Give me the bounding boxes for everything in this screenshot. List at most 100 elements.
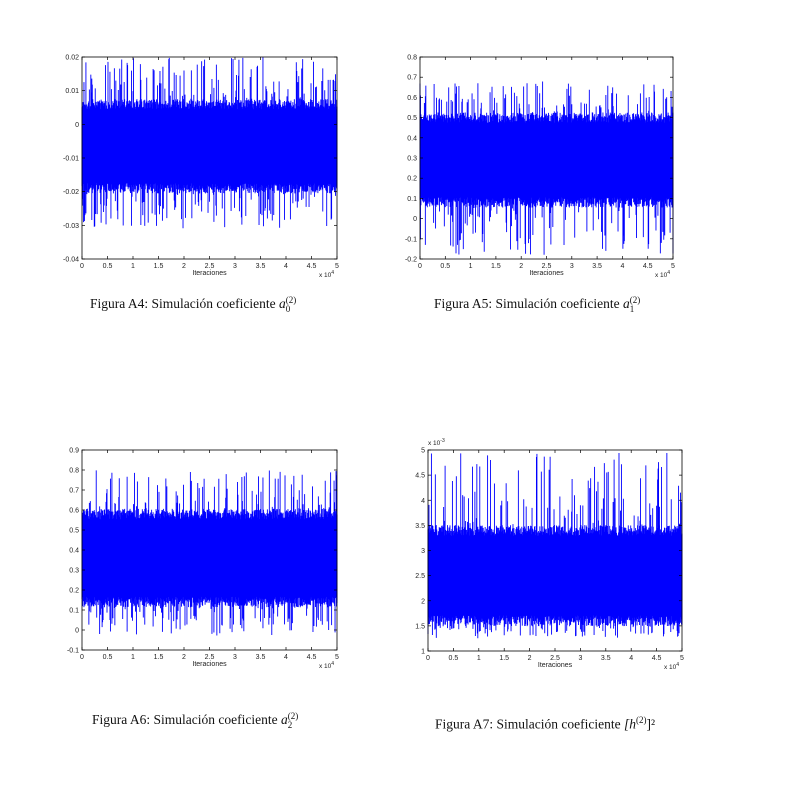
y-tick-label: 0.5: [69, 528, 79, 535]
y-tick-label: 3.5: [415, 523, 425, 530]
x-tick-label: 0: [418, 263, 422, 270]
y-tick-label: -0.1: [405, 236, 417, 243]
caption-sup: (2): [635, 715, 647, 725]
caption-sup: (2): [629, 295, 641, 305]
x-tick-label: 4: [620, 263, 624, 270]
x-tick-label: 2.5: [205, 654, 215, 661]
y-tick-label: 0.3: [407, 156, 417, 163]
x-tick-label: 3: [570, 263, 574, 270]
y-tick-label: 0.9: [69, 448, 79, 455]
x-multiplier: x 104: [319, 270, 334, 279]
x-tick-label: 5: [680, 655, 684, 662]
x-multiplier: x 104: [655, 270, 670, 279]
y-tick-label: 0.1: [407, 196, 417, 203]
y-tick-label: -0.01: [63, 156, 79, 163]
y-tick-label: 0: [75, 628, 79, 635]
x-multiplier: x 104: [319, 661, 334, 670]
chart-a6: 0 0.5 1 1.5 2 2.5 3 3.5 4 4.5 5-0.100.10.20.30.40.…: [67, 448, 339, 671]
y-tick-label: 0.02: [65, 55, 79, 62]
x-tick-label: 0: [80, 263, 84, 270]
y-tick-label: 0.01: [65, 88, 79, 95]
y-tick-label: -0.03: [63, 223, 79, 230]
x-tick-label: 3.5: [601, 655, 611, 662]
x-tick-label: 5: [335, 654, 339, 661]
x-axis-label: Iteraciones: [529, 270, 564, 277]
caption-a5: Figura A5: Simulación coeficiente a (2) 1: [434, 296, 640, 314]
series-line: [427, 452, 683, 639]
x-tick-label: 2.5: [542, 263, 552, 270]
chart-a5: 0 0.5 1 1.5 2 2.5 3 3.5 4 4.5 5 -0.2 -0.1 0 0.1 0.2 0.3 0…: [405, 55, 675, 280]
x-tick-label: 3: [578, 655, 582, 662]
caption-symbol: a: [622, 296, 630, 312]
x-tick-label: 3: [233, 263, 237, 270]
chart-a4: 0 0.5 1 1.5 2 2.5 3 3.5 4 4.5 5 -0.04 -0.03 -0.02 -0.0…: [63, 55, 339, 280]
caption-symbol: [h: [623, 716, 636, 732]
caption-sup: (2): [285, 295, 297, 305]
y-tick-label: 0.4: [407, 135, 417, 142]
x-tick-label: 3: [233, 654, 237, 661]
caption-sub: 2: [287, 720, 293, 730]
x-tick-label: 0: [80, 654, 84, 661]
y-tick-label: 5: [421, 448, 425, 455]
x-tick-label: 5: [335, 263, 339, 270]
x-tick-label: 4.5: [307, 654, 317, 661]
x-tick-label: 4.5: [643, 263, 653, 270]
x-tick-label: 2: [528, 655, 532, 662]
x-tick-label: 5: [671, 263, 675, 270]
y-tick-label: 0.2: [407, 176, 417, 183]
x-tick-label: 2: [182, 654, 186, 661]
y-tick-label: 1: [421, 649, 425, 656]
caption-a4: Figura A4: Simulación coeficiente a (2) 0: [90, 296, 296, 314]
x-tick-label: 4: [629, 655, 633, 662]
x-tick-label: 2.5: [550, 655, 560, 662]
y-tick-label: 0.8: [69, 468, 79, 475]
caption-prefix: Figura A6: Simulación coeficiente: [92, 712, 281, 728]
x-tick-label: 1.5: [499, 655, 509, 662]
y-tick-label: 0: [75, 122, 79, 129]
caption-prefix: Figura A5: Simulación coeficiente: [434, 296, 623, 312]
caption-symbol: a: [278, 296, 286, 312]
y-tick-label: 0.7: [69, 488, 79, 495]
caption-suffix: ]²: [646, 716, 656, 732]
y-tick-label: 0.7: [407, 75, 417, 82]
caption-prefix: Figura A4: Simulación coeficiente: [90, 296, 279, 312]
series-line: [81, 57, 338, 229]
x-tick-label: 4.5: [307, 263, 317, 270]
x-tick-label: 1: [477, 655, 481, 662]
x-tick-label: 2.5: [205, 263, 215, 270]
y-tick-label: 0.6: [407, 95, 417, 102]
y-tick-label: 0.4: [69, 548, 79, 555]
x-tick-label: 0: [426, 655, 430, 662]
x-tick-label: 0.5: [440, 263, 450, 270]
x-tick-label: 1: [469, 263, 473, 270]
y-tick-label: -0.2: [405, 257, 417, 264]
x-tick-label: 3.5: [256, 263, 266, 270]
caption-sup: (2): [287, 711, 299, 721]
x-multiplier: x 104: [664, 662, 679, 671]
caption-symbol: a: [280, 712, 288, 728]
x-tick-label: 1: [131, 263, 135, 270]
y-tick-label: 0.3: [69, 568, 79, 575]
y-tick-label: 1.5: [415, 623, 425, 630]
x-axis-label: Iteraciones: [538, 662, 573, 669]
x-tick-label: 2: [519, 263, 523, 270]
x-tick-label: 1.5: [491, 263, 501, 270]
y-tick-label: 0: [413, 216, 417, 223]
x-tick-label: 3.5: [256, 654, 266, 661]
x-tick-label: 0.5: [449, 655, 459, 662]
caption-prefix: Figura A7: Simulación coeficiente: [435, 716, 624, 732]
series-line: [419, 81, 674, 255]
x-tick-label: 1.5: [154, 654, 164, 661]
caption-sub: 1: [629, 304, 635, 314]
x-axis-label: Iteraciones: [192, 270, 227, 277]
x-tick-label: 1: [131, 654, 135, 661]
x-tick-label: 0.5: [103, 263, 113, 270]
y-tick-label: 0.6: [69, 508, 79, 515]
x-tick-label: 4: [284, 654, 288, 661]
x-tick-label: 3.5: [592, 263, 602, 270]
chart-a7: 0 0.5 1 1.5 2 2.5 3 3.5 4 4.5 5 1 1.5 2 2.5 3 3.5 4 4.5 5 It…: [415, 438, 684, 671]
y-tick-label: 0.2: [69, 588, 79, 595]
y-tick-label: 2.5: [415, 573, 425, 580]
x-tick-label: 0.5: [103, 654, 113, 661]
